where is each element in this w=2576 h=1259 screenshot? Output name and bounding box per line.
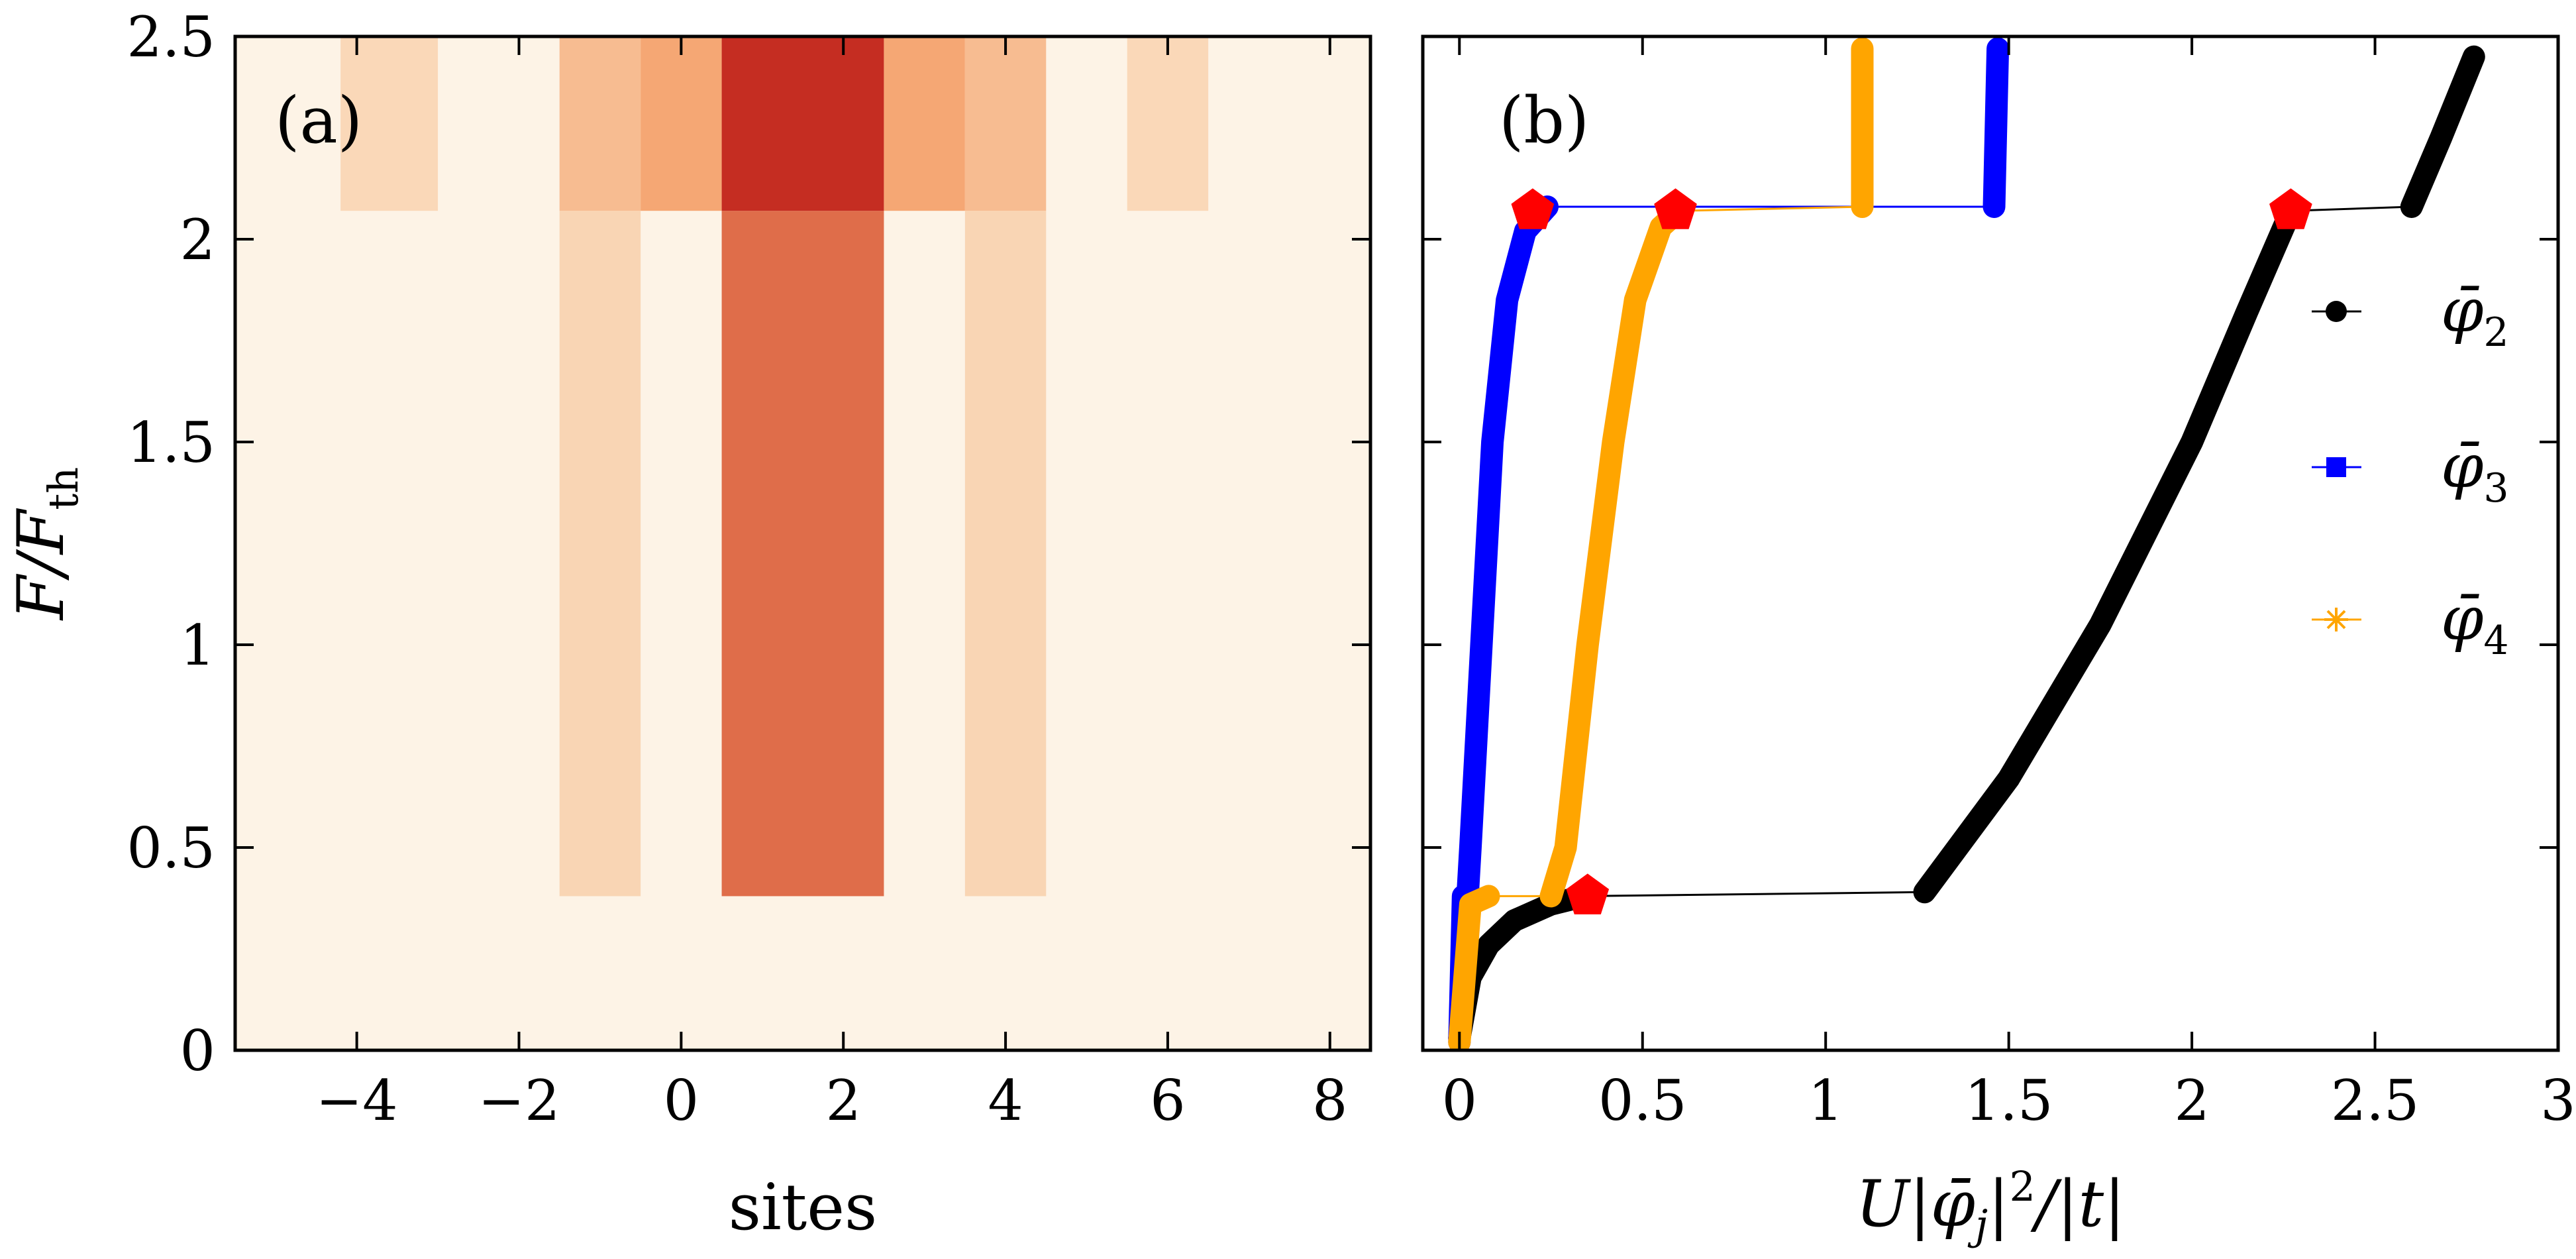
heatmap-bands xyxy=(340,36,1209,897)
series-2-curve xyxy=(1913,199,2302,904)
panel-b-ticks: 0 0.5 1 1.5 2 2.5 3 xyxy=(1423,35,2576,1133)
series-2-curve xyxy=(2400,45,2485,218)
heatmap-cell xyxy=(721,36,884,211)
x-tick-label: 0 xyxy=(1442,1068,1477,1133)
x-tick-label: 0.5 xyxy=(1598,1068,1687,1133)
x-tick-label: 6 xyxy=(1150,1068,1185,1133)
transition-marker xyxy=(1511,188,1555,229)
series-4-curve xyxy=(1448,885,1500,1050)
star-stroke xyxy=(2326,610,2346,630)
series-3-curve xyxy=(1983,37,2010,218)
x-tick-label: 1 xyxy=(1808,1068,1843,1133)
legend-subscript: 4 xyxy=(2483,618,2508,664)
x-tick-label: 2 xyxy=(2174,1068,2209,1133)
heatmap-cell xyxy=(559,36,641,211)
y-tick-label: 2.5 xyxy=(127,5,215,70)
legend-symbol: φ̄ xyxy=(2441,583,2484,654)
xlabel-u: U|φ̄ xyxy=(1855,1167,1975,1241)
panel-b-frame xyxy=(1421,34,2560,1052)
x-tick-label: 2 xyxy=(825,1068,860,1133)
transition-marker xyxy=(2269,188,2312,229)
heatmap-cell xyxy=(884,36,965,211)
series-3-curve xyxy=(1448,195,1559,1050)
legend-subscript: 3 xyxy=(2483,465,2508,512)
legend-label: φ̄2 xyxy=(2441,275,2509,356)
legend: φ̄2φ̄3φ̄4 xyxy=(2312,275,2509,664)
x-tick-label: 0 xyxy=(664,1068,699,1133)
panel-a-ticks: −4 −2 0 2 4 6 8 0 0.5 1 1.5 2 2.5 xyxy=(127,5,1370,1133)
x-tick-label: −4 xyxy=(316,1068,398,1133)
xlabel-t: /|t| xyxy=(2030,1167,2126,1241)
x-tick-label: 4 xyxy=(988,1068,1023,1133)
heatmap-cell xyxy=(559,211,641,897)
x-tick-label: 2.5 xyxy=(2331,1068,2420,1133)
y-tick-label: 0 xyxy=(180,1018,215,1083)
legend-marker-star xyxy=(2324,608,2348,631)
legend-label: φ̄3 xyxy=(2441,431,2509,512)
panel-a-frame xyxy=(233,34,1372,1052)
xlabel-sq: | xyxy=(1988,1167,2009,1241)
y-tick-label: 1 xyxy=(180,613,215,678)
y-tick-label: 0.5 xyxy=(127,816,215,881)
y-tick-label: 1.5 xyxy=(127,410,215,475)
series-4-curve xyxy=(1539,199,1690,908)
heatmap-cell xyxy=(964,211,1047,897)
panel-a-label: (a) xyxy=(275,83,362,158)
ylabel-f: F/F xyxy=(4,508,78,621)
panel-a-ylabel: F/Fth xyxy=(4,467,87,621)
legend-marker-square xyxy=(2326,457,2346,477)
heatmap-cell xyxy=(1127,36,1209,211)
series-jump-line xyxy=(1584,891,1925,897)
panel-a: −4 −2 0 2 4 6 8 0 0.5 1 1.5 2 2.5 (a) sites F/Fth xyxy=(4,5,1372,1244)
series-jump-line xyxy=(1678,205,1863,212)
legend-symbol: φ̄ xyxy=(2441,275,2484,346)
transition-marker xyxy=(1654,188,1697,229)
legend-symbol: φ̄ xyxy=(2441,431,2484,502)
ylabel-th: th xyxy=(39,467,87,510)
heatmap-cell xyxy=(340,36,438,211)
heatmap-cell xyxy=(964,36,1047,211)
panel-b-xlabel: U|φ̄j|2/|t| xyxy=(1855,1162,2125,1249)
heatmap-cell xyxy=(721,211,884,897)
xlabel-exp: 2 xyxy=(2009,1162,2035,1211)
legend-label: φ̄4 xyxy=(2441,583,2509,664)
x-tick-label: −2 xyxy=(478,1068,560,1133)
panel-a-xlabel: sites xyxy=(729,1170,878,1244)
legend-subscript: 2 xyxy=(2483,309,2508,356)
panel-b: 0 0.5 1 1.5 2 2.5 3 (b) U|φ̄j|2/|t| φ̄2φ̄3φ̄4 xyxy=(1421,34,2576,1249)
y-tick-label: 2 xyxy=(180,207,215,272)
heatmap-cell xyxy=(641,36,722,211)
panel-b-series xyxy=(1448,37,2485,1050)
panel-b-label: (b) xyxy=(1499,83,1589,158)
series-jump-line xyxy=(2291,205,2412,212)
x-tick-label: 1.5 xyxy=(1965,1068,2053,1133)
x-tick-label: 8 xyxy=(1312,1068,1347,1133)
transition-marker xyxy=(1566,873,1610,914)
legend-marker-circle xyxy=(2326,301,2347,322)
x-tick-label: 3 xyxy=(2540,1068,2575,1133)
